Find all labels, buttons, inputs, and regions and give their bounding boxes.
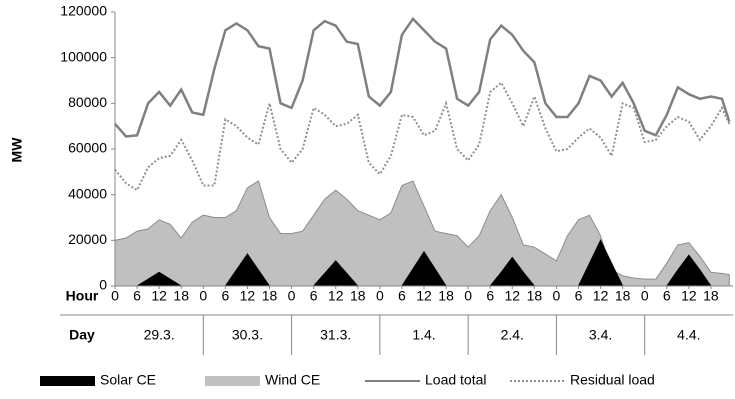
y-tick-label: 80000 (68, 94, 107, 110)
legend-label: Residual load (570, 372, 655, 388)
day-label: 29.3. (144, 327, 175, 343)
x-tick-label: 12 (328, 288, 344, 304)
legend-swatch (205, 376, 260, 386)
x-tick-label: 18 (438, 288, 454, 304)
x-tick-label: 18 (173, 288, 189, 304)
x-tick-label: 18 (703, 288, 719, 304)
x-tick-label: 12 (681, 288, 697, 304)
day-label: 31.3. (320, 327, 351, 343)
x-tick-label: 6 (133, 288, 141, 304)
x-tick-label: 0 (376, 288, 384, 304)
y-tick-label: 20000 (68, 231, 107, 247)
x-tick-label: 6 (663, 288, 671, 304)
x-tick-label: 12 (504, 288, 520, 304)
day-label: 3.4. (589, 327, 612, 343)
x-tick-label: 18 (527, 288, 543, 304)
x-tick-label: 0 (641, 288, 649, 304)
x-tick-label: 6 (310, 288, 318, 304)
day-row-label: Day (69, 327, 95, 343)
legend-label: Wind CE (265, 372, 320, 388)
x-tick-label: 0 (464, 288, 472, 304)
x-tick-label: 0 (553, 288, 561, 304)
x-tick-label: 0 (111, 288, 119, 304)
y-tick-label: 0 (99, 277, 107, 293)
legend-swatch (40, 376, 95, 386)
x-tick-label: 12 (240, 288, 256, 304)
y-axis-label: MW (9, 137, 25, 163)
x-tick-label: 18 (615, 288, 631, 304)
day-label: 30.3. (232, 327, 263, 343)
day-label: 2.4. (501, 327, 524, 343)
legend-label: Load total (425, 372, 487, 388)
x-tick-label: 6 (221, 288, 229, 304)
hour-row-label: Hour (66, 288, 99, 304)
y-tick-label: 100000 (60, 48, 107, 64)
line (114, 16, 731, 138)
area (114, 180, 730, 287)
line (114, 81, 731, 192)
x-tick-label: 0 (199, 288, 207, 304)
x-tick-label: 12 (593, 288, 609, 304)
x-tick-label: 12 (416, 288, 432, 304)
y-tick-label: 40000 (68, 185, 107, 201)
x-tick-label: 18 (262, 288, 278, 304)
x-tick-label: 6 (575, 288, 583, 304)
x-tick-label: 0 (288, 288, 296, 304)
y-tick-label: 120000 (60, 3, 107, 19)
legend-label: Solar CE (100, 372, 156, 388)
x-tick-label: 18 (350, 288, 366, 304)
x-tick-label: 6 (486, 288, 494, 304)
x-tick-label: 6 (398, 288, 406, 304)
day-label: 4.4. (677, 327, 700, 343)
x-tick-label: 12 (151, 288, 167, 304)
y-tick-label: 60000 (68, 140, 107, 156)
day-label: 1.4. (412, 327, 435, 343)
